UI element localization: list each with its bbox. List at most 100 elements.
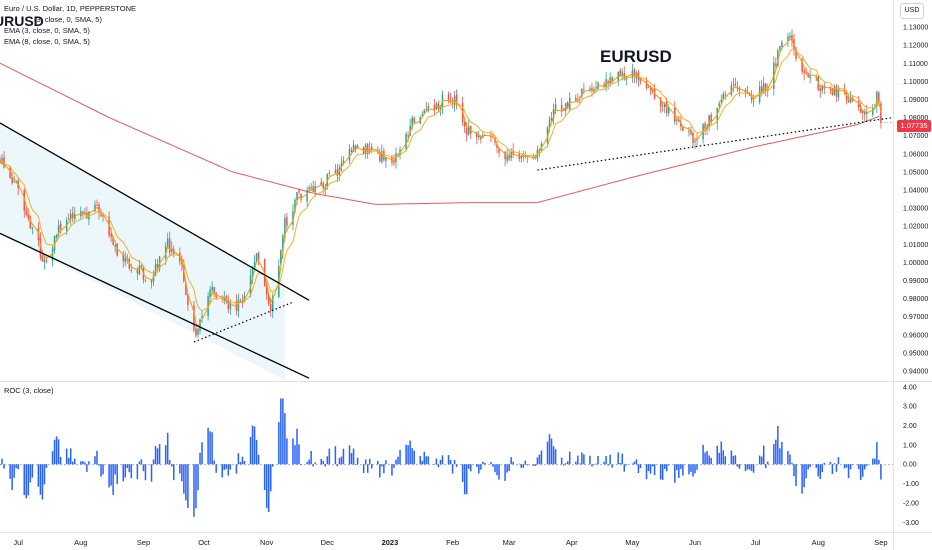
candle-body [476,132,478,138]
roc-bar [447,455,450,465]
roc-bar [722,450,725,465]
price-tick-label: 0.96000 [903,332,928,339]
channel-upper-trendline [0,122,310,301]
roc-bar [94,456,96,465]
roc-bar [732,455,735,465]
roc-bar [724,456,727,465]
roc-bar [368,458,371,465]
currency-button[interactable]: USD [900,3,924,19]
candle-body [764,83,767,91]
time-tick-label: Dec [321,538,335,547]
roc-bar [508,464,510,472]
candle-body [504,151,506,160]
candle-body [383,150,385,160]
candle-body [385,157,387,161]
candle-body [298,190,300,193]
roc-bar [326,456,329,465]
candle-body [732,84,735,86]
roc-bar [625,464,628,466]
roc-bar [851,464,854,465]
candle-body [409,125,411,136]
candle-body [619,70,622,77]
roc-bar [55,436,58,465]
roc-bar [449,459,452,465]
roc-bar [667,464,670,466]
candle-body [195,328,197,336]
candle-body [94,204,96,212]
roc-bar [564,463,567,465]
roc-bar [538,454,541,465]
candle-body [752,101,755,103]
roc-bar [197,464,199,491]
roc-bar [395,459,397,465]
roc-bar [463,464,466,495]
roc-bar [876,442,878,465]
roc-legend[interactable]: ROC (3, close) [4,386,54,395]
roc-bar [100,464,102,477]
roc-bar [639,464,642,469]
roc-bar [748,464,751,470]
candle-body [496,144,498,148]
candle-body [324,188,327,190]
candle-body [803,69,805,74]
roc-bar [397,456,399,465]
indicator-legend-2[interactable]: EMA (3, close, 0, SMA, 5) [4,26,90,35]
roc-tick-label: 1.00 [903,442,917,449]
roc-bar [872,458,874,465]
candle-body [152,275,155,282]
roc-bar [235,464,238,474]
roc-bar [1,458,3,465]
symbol-title: Euro / U.S. Dollar, 1D, PEPPERSTONE [4,4,136,13]
time-tick-label: Aug [812,538,825,547]
candle-body [296,191,298,201]
candle-body [98,204,100,214]
candle-body [229,302,232,309]
roc-bar [67,457,70,465]
candle-body [607,80,609,84]
roc-bar [536,457,539,465]
candle-body [3,157,5,168]
roc-bar [328,448,331,465]
price-tick-label: 1.10000 [903,79,928,86]
time-tick-label: Oct [198,538,211,547]
roc-bar [221,464,223,478]
roc-bar [764,464,767,469]
roc-bar [170,464,173,467]
roc-bar [181,464,183,482]
roc-bar [469,464,472,472]
roc-bar [179,464,181,474]
roc-bar [526,464,529,466]
roc-bar [678,464,680,478]
roc-bar [659,464,662,480]
roc-bar [421,460,424,465]
roc-bar [688,464,690,475]
roc-bar [310,451,312,465]
roc-bar [144,464,147,481]
indicator-legend-3[interactable]: EMA (8, close, 0, SMA, 5) [4,37,90,46]
roc-bar [334,446,337,465]
roc-bar [476,464,478,467]
price-tick-label: 1.02000 [903,224,928,231]
roc-bar [803,464,805,488]
roc-bar [25,464,28,499]
candle-body [413,117,415,123]
candle-body [144,280,147,282]
roc-bar [637,464,640,474]
roc-bar [187,464,189,508]
roc-bar [773,444,775,465]
time-tick-label: Apr [566,538,578,547]
roc-tick-label: -2.00 [903,500,919,507]
roc-bar [619,463,622,465]
roc-bar [0,464,1,465]
time-tick-label: Sep [874,538,887,547]
candle-body [336,169,339,176]
roc-bar [532,464,535,466]
candle-body [779,46,781,50]
roc-bar [453,459,456,465]
roc-bar [579,463,581,465]
roc-bar [762,445,765,465]
indicator-legend-1[interactable]: (3, close, 0, SMA, 5) [34,15,102,24]
roc-bar [251,425,254,465]
roc-bar [680,464,682,469]
